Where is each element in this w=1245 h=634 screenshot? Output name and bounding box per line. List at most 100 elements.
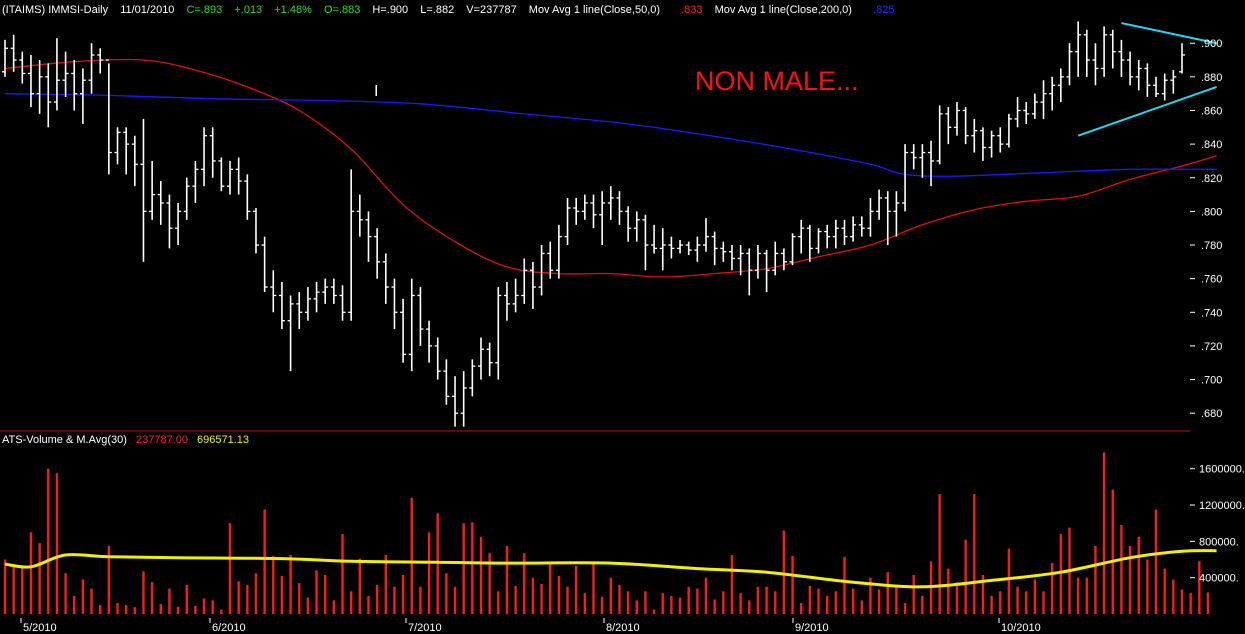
ohlc-bar: [962, 107, 969, 145]
ohlc-bar: [945, 107, 952, 145]
date-tick-label: 5/2010: [23, 622, 57, 634]
ohlc-bar: [737, 245, 744, 276]
ohlc-bar: [53, 38, 60, 111]
volume-header-avg: 696571.13: [197, 434, 249, 446]
volume-bar: [817, 588, 820, 614]
volume-bar: [549, 562, 552, 614]
ohlc-bar: [339, 285, 346, 321]
header-high: H=.900: [372, 4, 408, 16]
volume-bar: [133, 607, 137, 614]
volume-bar: [73, 595, 76, 614]
ohlc-bar: [547, 241, 554, 279]
volume-bar: [990, 595, 993, 614]
ohlc-bar: [201, 127, 208, 187]
ohlc-bar: [876, 189, 883, 220]
ohlc-bar: [633, 211, 640, 242]
volume-bar: [488, 553, 491, 614]
price-axis: .680 .700 .720 .740 .760 .780 .800 .820 .840 .860…: [1190, 38, 1222, 420]
volume-bar: [999, 591, 1002, 614]
volume-bar: [1163, 568, 1166, 614]
ohlc-bar: [1040, 80, 1047, 119]
ohlc-bar: [763, 250, 770, 293]
ohlc-bar: [356, 194, 363, 237]
ohlc-bar: [88, 43, 95, 94]
volume-bar: [1180, 589, 1184, 614]
ohlc-bar: [1092, 43, 1099, 86]
ohlc-bar: [1170, 70, 1177, 94]
volume-bar: [938, 494, 941, 614]
ohlc-bar: [227, 160, 234, 195]
volume-bar: [800, 603, 803, 614]
volume-bar: [626, 591, 630, 614]
ohlc-bar: [979, 127, 986, 161]
ohlc-bar: [1066, 43, 1073, 86]
volume-bar: [877, 589, 881, 614]
volume-header: ATS-Volume & M.Avg(30) 237787.00 696571.…: [2, 434, 249, 446]
ohlc-bar: [452, 376, 459, 427]
ohlc-bar: [538, 245, 545, 296]
volume-bar: [713, 599, 716, 614]
volume-bar: [912, 574, 915, 614]
ohlc-bar: [2, 39, 8, 77]
date-tick-label: 10/2010: [1001, 622, 1041, 634]
ohlc-bar: [1083, 29, 1090, 77]
volume-bar: [246, 584, 249, 614]
ohlc-bar: [131, 135, 138, 187]
volume-bar: [973, 494, 976, 614]
volume-bar: [1094, 545, 1097, 614]
ohlc-bar: [45, 63, 52, 128]
ohlc-bar: [97, 48, 104, 74]
ohlc-bar: [71, 60, 78, 111]
ohlc-bar: [919, 144, 926, 178]
volume-bar: [384, 554, 387, 614]
volume-bar: [272, 555, 275, 614]
ohlc-bar: [910, 144, 917, 170]
ohlc-bar: [105, 59, 112, 175]
volume-bar: [774, 591, 777, 614]
volume-bar: [410, 497, 413, 614]
volume-bar: [583, 593, 587, 614]
ohlc-bar: [746, 248, 753, 296]
ohlc-bar: [850, 216, 857, 242]
ohlc-bar: [1109, 29, 1116, 69]
volume-bar: [29, 532, 33, 614]
volume-pane: 400000. 800000. 1200000. 1600000.: [3, 452, 1245, 614]
ohlc-bar: [988, 130, 995, 158]
header-ma50-label: Mov Avg 1 line(Close,50,0): [529, 4, 660, 16]
ohlc-bar: [304, 287, 311, 321]
volume-bar: [609, 577, 613, 614]
volume-bar: [1146, 559, 1149, 614]
volume-bar: [38, 543, 41, 614]
price-tick-label: .860: [1201, 105, 1222, 117]
volume-bar: [557, 575, 561, 614]
volume-bar: [185, 584, 188, 614]
ohlc-bar: [573, 197, 580, 225]
ohlc-bar: [858, 216, 865, 237]
ohlc-bar: [1101, 26, 1108, 77]
triangle-upper-line: [1121, 22, 1217, 45]
ohlc-bar: [1161, 73, 1168, 101]
ohlc-bar: [529, 261, 536, 309]
header-volume: V=237787: [466, 4, 516, 16]
ohlc-bar: [62, 51, 69, 98]
volume-bar: [540, 584, 543, 614]
volume-bar: [159, 604, 162, 614]
ohlc-bar: [815, 228, 822, 254]
price-bars: [2, 21, 1185, 427]
ohlc-bar: [140, 118, 147, 262]
moving-average-lines: [4, 58, 1217, 278]
header-low: L=.882: [420, 4, 454, 16]
volume-bar: [194, 605, 197, 614]
ohlc-bar: [824, 224, 831, 249]
volume-bar: [981, 574, 985, 614]
ohlc-bar: [503, 282, 510, 321]
header-ma200-label: Mov Avg 1 line(Close,200,0): [715, 4, 852, 16]
volume-bar: [825, 595, 829, 614]
ohlc-bar: [867, 197, 874, 237]
volume-bar: [263, 509, 266, 614]
ohlc-bar: [1005, 113, 1012, 148]
ohlc-bar: [625, 206, 632, 242]
volume-bar: [1059, 534, 1063, 614]
volume-bar: [349, 591, 353, 614]
volume-axis: 400000. 800000. 1200000. 1600000.: [1190, 464, 1245, 585]
